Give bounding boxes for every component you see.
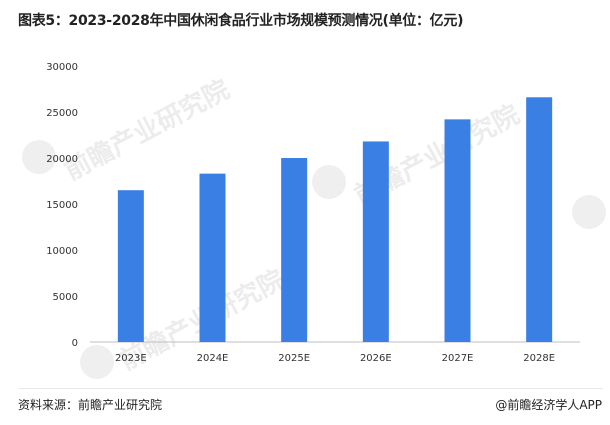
x-tick-label: 2026E bbox=[360, 353, 392, 364]
y-tick-label: 20000 bbox=[46, 154, 78, 165]
bar bbox=[199, 173, 226, 342]
bar bbox=[526, 97, 553, 342]
x-tick-label: 2023E bbox=[115, 353, 147, 364]
footer-divider bbox=[18, 388, 603, 389]
brand-credit: @前瞻经济学人APP bbox=[495, 398, 602, 412]
x-tick-label: 2027E bbox=[442, 353, 474, 364]
y-tick-label: 15000 bbox=[46, 200, 78, 211]
bar bbox=[444, 119, 471, 342]
y-tick-label: 25000 bbox=[46, 108, 78, 119]
bar bbox=[281, 158, 308, 342]
bar bbox=[117, 190, 144, 342]
x-tick-label: 2025E bbox=[278, 353, 310, 364]
x-tick-label: 2024E bbox=[197, 353, 229, 364]
y-tick-label: 30000 bbox=[46, 62, 78, 73]
x-tick-label: 2028E bbox=[523, 353, 555, 364]
y-tick-label: 5000 bbox=[53, 292, 78, 303]
chart-title: 图表5：2023-2028年中国休闲食品行业市场规模预测情况(单位：亿元) bbox=[18, 13, 464, 29]
y-tick-label: 0 bbox=[72, 338, 78, 349]
bar bbox=[362, 141, 389, 342]
y-tick-label: 10000 bbox=[46, 246, 78, 257]
source-note: 资料来源：前瞻产业研究院 bbox=[18, 398, 163, 412]
